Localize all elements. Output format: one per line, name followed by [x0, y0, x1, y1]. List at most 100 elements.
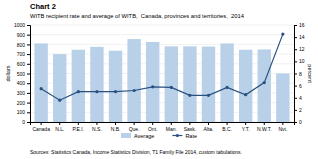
marker: [95, 90, 98, 93]
legend-item: Average: [121, 133, 154, 139]
bar: [127, 39, 140, 122]
tick: Canada: [32, 122, 50, 132]
tick-label: 100: [17, 109, 26, 115]
tick: N.B.: [111, 122, 121, 132]
tick: P.E.I.: [73, 122, 85, 132]
legend-swatch: [121, 133, 131, 138]
tick-label: Alta.: [203, 126, 213, 132]
marker: [281, 32, 284, 35]
tick-label: Man.: [166, 126, 177, 132]
source: Sources: Statistics Canada, Income Stati…: [30, 149, 242, 155]
grid: [30, 25, 294, 122]
axis-line: [295, 26, 298, 123]
tick-label: P.E.I.: [73, 126, 85, 132]
axis-line: [31, 123, 295, 126]
tick: 0: [294, 119, 302, 125]
tick-mark: [96, 122, 97, 125]
bar: [34, 43, 47, 122]
tick: N.W.T.: [257, 122, 272, 132]
tick-label: 700: [17, 51, 26, 57]
tick: 6: [294, 83, 302, 89]
grid-line: [30, 102, 294, 103]
tick-mark: [294, 61, 297, 62]
tick: Sask.: [184, 122, 197, 132]
tick-mark: [134, 122, 135, 125]
subtitle: WITB recipient rate and average of WITB,…: [30, 13, 245, 19]
axis-line: [27, 26, 31, 123]
tick-label: 12: [299, 46, 305, 52]
tick-label: 2: [299, 107, 302, 113]
tick: 200: [17, 100, 30, 106]
line: [41, 34, 283, 100]
tick-mark: [294, 25, 297, 26]
tick-label: 14: [299, 34, 305, 40]
tick-label: 900: [17, 32, 26, 38]
tick: N.S.: [92, 122, 102, 132]
chart: Chart 2 WITB recipient rate and average o…: [0, 0, 318, 159]
bar: [146, 42, 159, 122]
tick-label: 500: [17, 71, 26, 77]
tick-label: Canada: [32, 126, 50, 132]
tick: N.L.: [55, 122, 64, 132]
tick-mark: [27, 25, 30, 26]
marker: [133, 89, 136, 92]
plot: Canada N.L. P.E.I. N.S. N.B. Que. Ont. Man. Sask…: [14, 22, 305, 131]
tick-label: 6: [299, 83, 302, 89]
tick-mark: [294, 37, 297, 38]
tick-label: B.C.: [222, 126, 232, 132]
marker: [207, 94, 210, 97]
tick: 8: [294, 71, 302, 77]
tick-label: 400: [17, 80, 26, 86]
tick-label: 200: [17, 100, 26, 106]
tick-mark: [27, 64, 30, 65]
marker: [263, 81, 266, 84]
tick-label: 0: [22, 119, 25, 125]
tick: 2: [294, 107, 302, 113]
tick-mark: [27, 44, 30, 45]
tick-mark: [152, 122, 153, 125]
y2-axis: 0246810121416: [294, 22, 305, 125]
tick-label: N.B.: [111, 126, 121, 132]
tick: 300: [17, 90, 30, 96]
tick: 900: [17, 32, 30, 38]
tick-mark: [59, 122, 60, 125]
tick: Man.: [166, 122, 177, 132]
bar: [276, 74, 289, 123]
bar: [53, 54, 66, 122]
grid-line: [30, 63, 294, 64]
legend-marker: [176, 134, 179, 137]
marker: [170, 86, 173, 89]
bar: [72, 50, 85, 122]
tick: 500: [17, 71, 30, 77]
grid-line: [30, 92, 294, 93]
tick: 1000: [14, 22, 30, 28]
bar: [109, 51, 122, 122]
grid-line: [30, 73, 294, 74]
tick-mark: [27, 35, 30, 36]
tick: Que.: [129, 122, 140, 132]
tick-mark: [264, 122, 265, 125]
tick-mark: [227, 122, 228, 125]
tick-mark: [78, 122, 79, 125]
tick: 10: [294, 58, 305, 64]
legend-label: Rate: [185, 133, 197, 139]
tick: Ont.: [148, 122, 157, 132]
legend-label: Average: [134, 133, 154, 139]
title: Chart 2: [30, 2, 56, 11]
tick: 600: [17, 61, 30, 67]
tick-label: 16: [299, 22, 305, 28]
grid-line: [30, 54, 294, 55]
marker: [58, 99, 61, 102]
tick-mark: [245, 122, 246, 125]
bar: [90, 47, 103, 122]
tick: Alta.: [203, 122, 213, 132]
tick-label: N.S.: [92, 126, 102, 132]
tick-label: 8: [299, 71, 302, 77]
tick-mark: [27, 103, 30, 104]
tick-mark: [208, 122, 209, 125]
tick: 400: [17, 80, 30, 86]
grid-line: [30, 34, 294, 35]
marker: [40, 87, 43, 90]
tick-mark: [189, 122, 190, 125]
legend: Average Rate: [121, 133, 197, 139]
